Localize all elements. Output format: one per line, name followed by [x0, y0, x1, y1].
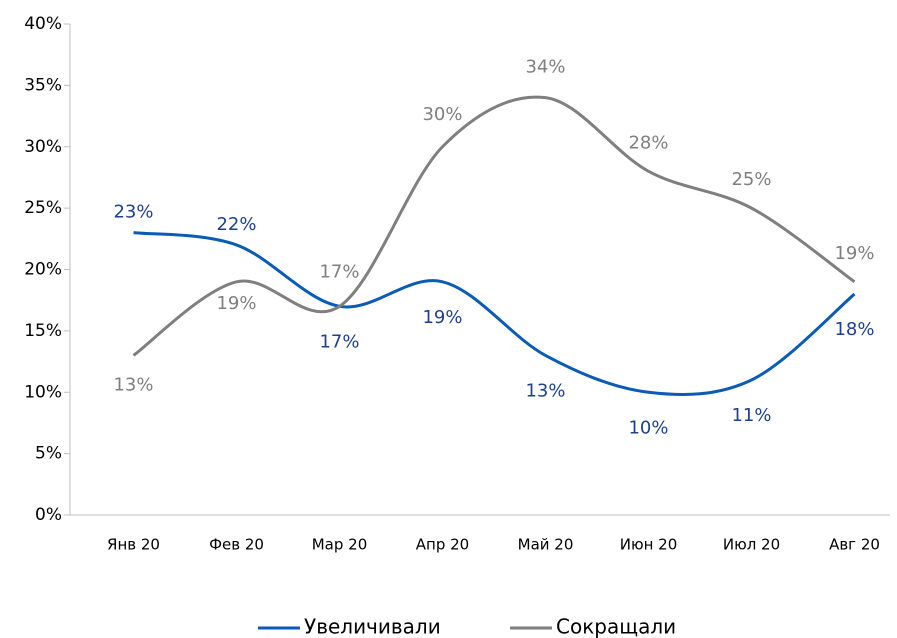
x-tick-label: Июн 20: [620, 536, 678, 554]
x-tick-label: Янв 20: [107, 536, 160, 554]
series-line: [133, 231, 856, 397]
data-label: 17%: [319, 261, 359, 282]
y-tick-label: 40%: [24, 14, 62, 34]
y-tick-label: 35%: [24, 75, 62, 95]
x-tick-label: Фев 20: [209, 536, 264, 554]
x-tick-label: Авг 20: [829, 536, 880, 554]
legend-label: Сокращали: [556, 615, 676, 638]
y-tick-label: 0%: [35, 505, 62, 525]
data-label: 23%: [113, 202, 153, 223]
x-tick-label: Апр 20: [416, 536, 469, 554]
x-tick-label: Мар 20: [312, 536, 368, 554]
data-label: 28%: [628, 132, 668, 153]
y-tick-label: 10%: [24, 382, 62, 402]
data-label: 19%: [422, 307, 462, 328]
data-label: 19%: [216, 293, 256, 314]
y-tick-label: 5%: [35, 444, 62, 464]
data-label: 10%: [628, 417, 668, 438]
data-label: 18%: [834, 319, 874, 340]
legend-label: Увеличивали: [304, 615, 441, 638]
data-label: 13%: [525, 380, 565, 401]
series-line: [132, 95, 856, 357]
y-tick-label: 15%: [24, 321, 62, 341]
data-label: 34%: [525, 57, 565, 78]
x-tick-label: Июл 20: [723, 536, 780, 554]
y-tick-label: 20%: [24, 260, 62, 280]
y-tick-label: 25%: [24, 198, 62, 218]
x-tick-label: Май 20: [518, 536, 574, 554]
data-label: 22%: [216, 214, 256, 235]
data-label: 17%: [319, 331, 359, 352]
y-tick-label: 30%: [24, 137, 62, 157]
data-label: 13%: [113, 374, 153, 395]
data-label: 11%: [731, 405, 771, 426]
data-label: 30%: [422, 104, 462, 125]
data-label: 19%: [834, 243, 874, 264]
data-label: 25%: [731, 169, 771, 190]
